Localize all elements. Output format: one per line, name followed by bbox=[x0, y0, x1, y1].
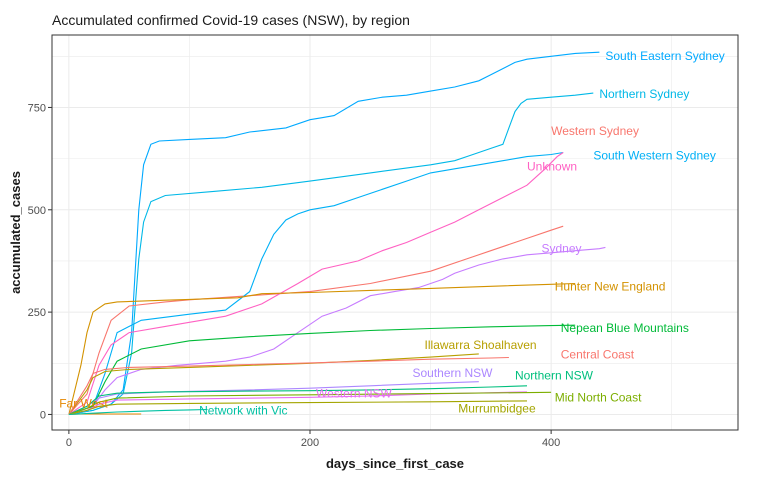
series-label: Illawarra Shoalhaven bbox=[425, 338, 537, 352]
series-line bbox=[68, 381, 479, 415]
chart-title: Accumulated confirmed Covid-19 cases (NS… bbox=[52, 12, 410, 28]
series-label: Western Sydney bbox=[551, 124, 639, 138]
series-label: Network with Vic bbox=[199, 403, 287, 417]
y-tick-label: 0 bbox=[40, 409, 46, 421]
y-tick-label: 500 bbox=[28, 205, 46, 217]
series-lines bbox=[68, 51, 606, 415]
series-label: Hunter New England bbox=[555, 280, 666, 294]
series-line bbox=[68, 152, 564, 415]
series-line bbox=[68, 324, 576, 415]
y-tick-label: 750 bbox=[28, 102, 46, 114]
x-tick-label: 200 bbox=[301, 437, 319, 449]
series-line bbox=[68, 282, 576, 415]
series-line bbox=[68, 92, 594, 415]
series-label: Southern NSW bbox=[412, 366, 493, 380]
series-line bbox=[68, 246, 606, 415]
x-tick-label: 400 bbox=[542, 437, 560, 449]
series-label: Far West bbox=[59, 396, 108, 410]
series-line bbox=[68, 400, 528, 415]
series-line bbox=[68, 385, 528, 415]
series-label: Nepean Blue Mountains bbox=[561, 321, 689, 335]
series-labels: South Eastern Sydney Northern Sydney Weste… bbox=[59, 49, 725, 417]
series-label: Mid North Coast bbox=[555, 390, 642, 404]
y-tick-label: 250 bbox=[28, 307, 46, 319]
series-line bbox=[68, 356, 509, 415]
series-label: South Eastern Sydney bbox=[605, 49, 724, 63]
x-tick-label: 0 bbox=[66, 437, 72, 449]
series-line bbox=[68, 391, 528, 415]
series-label: Northern Sydney bbox=[599, 87, 689, 101]
axes: 0 200 400 0 250 500 750 bbox=[28, 102, 561, 449]
series-label: Sydney bbox=[541, 241, 581, 255]
series-line bbox=[68, 151, 564, 415]
series-line bbox=[68, 51, 600, 415]
series-label: South Western Sydney bbox=[593, 148, 716, 162]
grid-lines bbox=[52, 35, 738, 430]
series-label: Murrumbidgee bbox=[458, 402, 536, 416]
series-line bbox=[68, 391, 552, 415]
series-line bbox=[68, 353, 479, 415]
x-axis-title: days_since_first_case bbox=[326, 456, 464, 471]
series-label: Northern NSW bbox=[515, 369, 594, 383]
y-axis-title: accumulated_cases bbox=[8, 171, 23, 294]
series-label: Unknown bbox=[527, 159, 577, 173]
series-label: Central Coast bbox=[561, 348, 635, 362]
panel-border bbox=[51, 34, 739, 431]
series-line bbox=[68, 408, 208, 415]
series-label: Western NSW bbox=[316, 387, 392, 401]
